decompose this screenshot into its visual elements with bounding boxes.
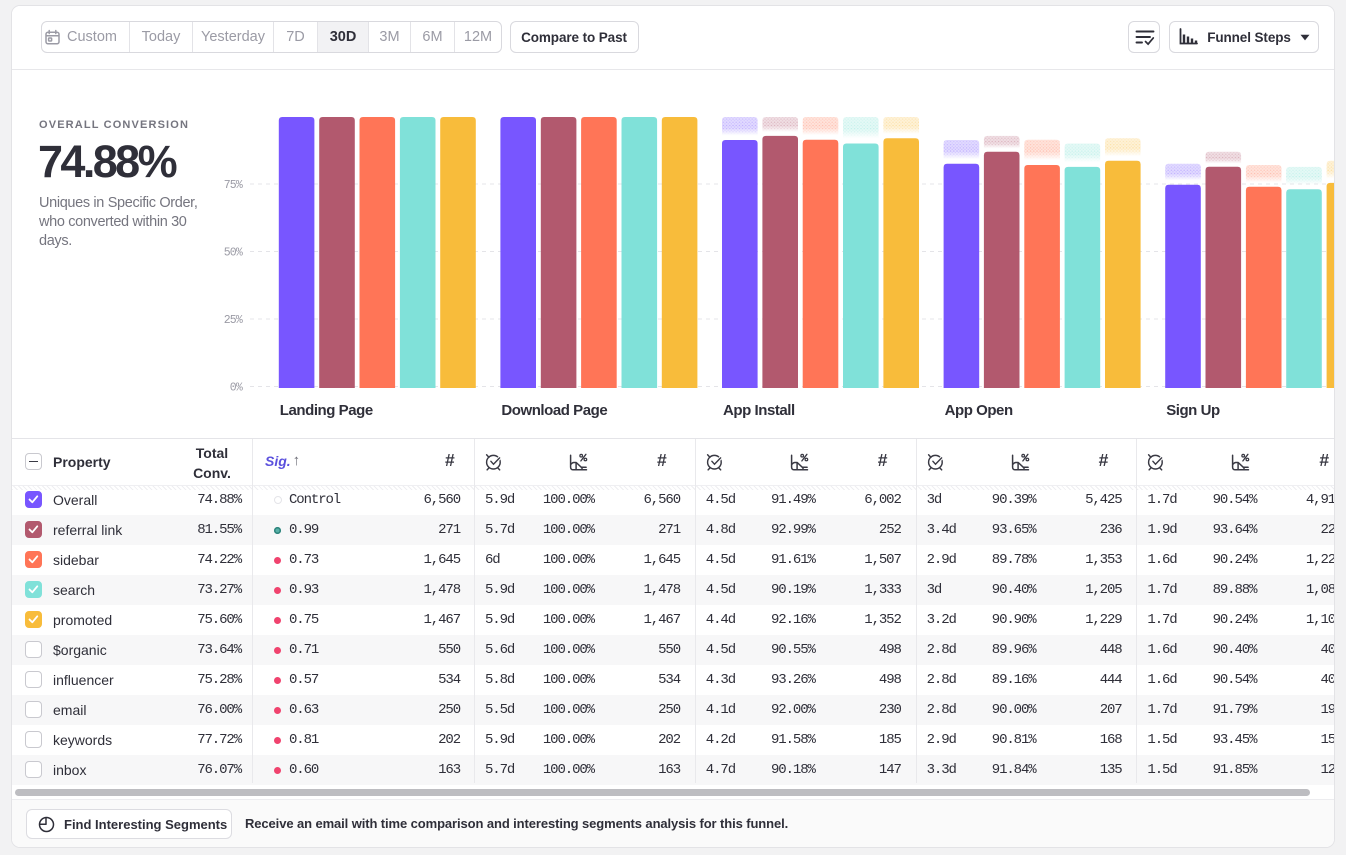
svg-text:OVERALL CONVERSION: OVERALL CONVERSION	[39, 119, 189, 131]
svg-text:Landing Page: Landing Page	[280, 402, 373, 419]
svg-text:74.88%: 74.88%	[38, 136, 177, 187]
svg-text:25%: 25%	[224, 314, 243, 327]
svg-text:days.: days.	[39, 233, 72, 249]
svg-text:Download Page: Download Page	[501, 402, 607, 419]
svg-text:who converted within 30: who converted within 30	[38, 214, 187, 230]
svg-text:0%: 0%	[230, 382, 243, 395]
svg-text:Sign Up: Sign Up	[1166, 402, 1220, 419]
svg-text:Uniques in Specific Order,: Uniques in Specific Order,	[39, 195, 198, 211]
svg-text:50%: 50%	[224, 247, 243, 260]
svg-text:App Open: App Open	[945, 402, 1013, 419]
svg-text:75%: 75%	[224, 179, 243, 192]
svg-text:App Install: App Install	[723, 402, 795, 419]
